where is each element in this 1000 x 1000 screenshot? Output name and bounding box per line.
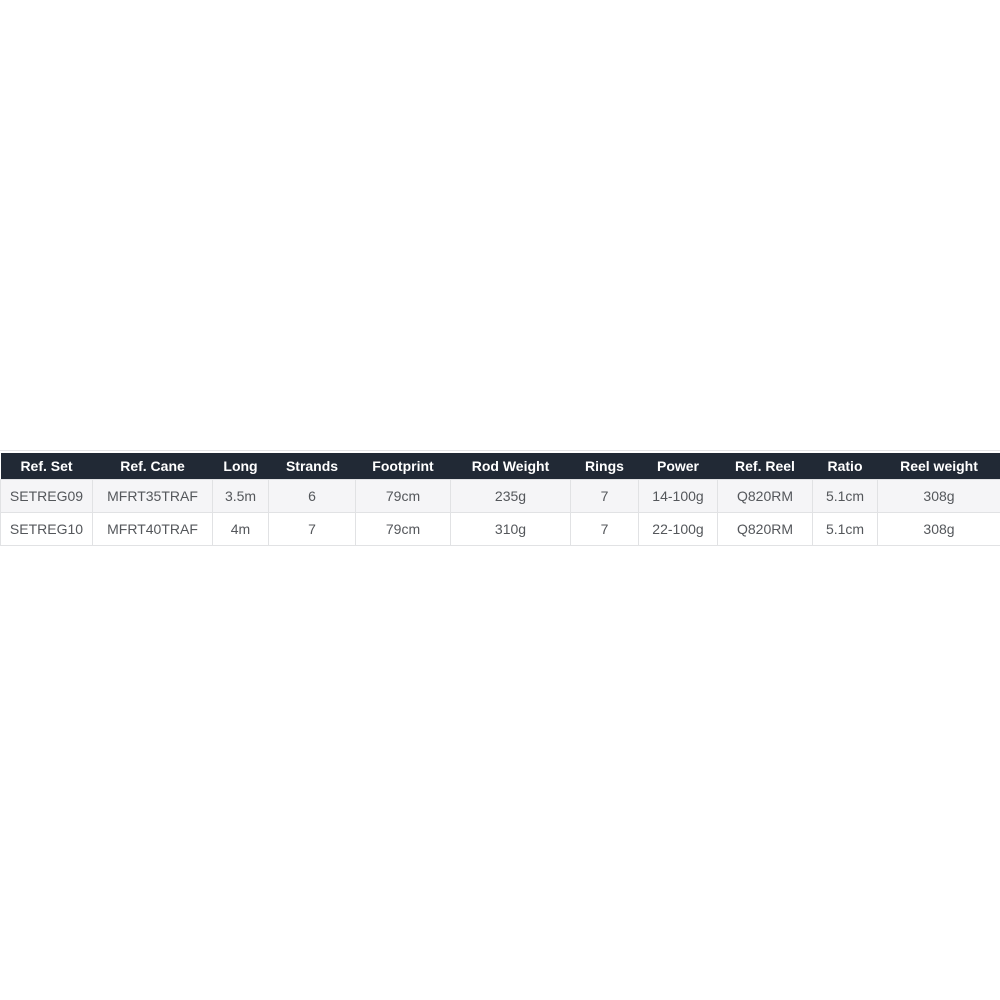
cell-power: 14-100g <box>638 478 718 513</box>
cell-ref-set: SETREG10 <box>0 511 93 546</box>
cell-footprint: 79cm <box>355 478 451 513</box>
cell-long: 4m <box>212 511 269 546</box>
cell-ref-reel: Q820RM <box>717 478 813 513</box>
col-header-footprint: Footprint <box>355 453 451 479</box>
table-top-divider <box>0 450 1000 451</box>
col-header-strands: Strands <box>268 453 356 479</box>
cell-ref-reel: Q820RM <box>717 511 813 546</box>
cell-long: 3.5m <box>212 478 269 513</box>
cell-rod-weight: 310g <box>450 511 571 546</box>
cell-ref-cane: MFRT35TRAF <box>92 478 213 513</box>
col-header-rod-weight: Rod Weight <box>450 453 571 479</box>
cell-ratio: 5.1cm <box>812 511 878 546</box>
col-header-rings: Rings <box>570 453 639 479</box>
col-header-ref-reel: Ref. Reel <box>717 453 813 479</box>
table-header: Ref. Set Ref. Cane Long Strands Footprin… <box>0 453 1000 479</box>
header-row: Ref. Set Ref. Cane Long Strands Footprin… <box>0 453 1000 479</box>
cell-power: 22-100g <box>638 511 718 546</box>
cell-reel-weight: 308g <box>877 478 1000 513</box>
cell-rod-weight: 235g <box>450 478 571 513</box>
product-spec-table: Ref. Set Ref. Cane Long Strands Footprin… <box>0 453 1000 546</box>
cell-ref-set: SETREG09 <box>0 478 93 513</box>
table-row-setreg10: SETREG10 MFRT40TRAF 4m 7 79cm 310g 7 22-… <box>0 511 1000 546</box>
cell-footprint: 79cm <box>355 511 451 546</box>
table-row-setreg09: SETREG09 MFRT35TRAF 3.5m 6 79cm 235g 7 1… <box>0 478 1000 513</box>
col-header-ref-cane: Ref. Cane <box>92 453 213 479</box>
cell-reel-weight: 308g <box>877 511 1000 546</box>
col-header-reel-weight: Reel weight <box>877 453 1000 479</box>
cell-strands: 6 <box>268 478 356 513</box>
cell-rings: 7 <box>570 478 639 513</box>
col-header-long: Long <box>212 453 269 479</box>
col-header-ratio: Ratio <box>812 453 878 479</box>
cell-ref-cane: MFRT40TRAF <box>92 511 213 546</box>
col-header-ref-set: Ref. Set <box>0 453 93 479</box>
col-header-power: Power <box>638 453 718 479</box>
cell-rings: 7 <box>570 511 639 546</box>
cell-strands: 7 <box>268 511 356 546</box>
table-body: SETREG09 MFRT35TRAF 3.5m 6 79cm 235g 7 1… <box>0 478 1000 546</box>
cell-ratio: 5.1cm <box>812 478 878 513</box>
